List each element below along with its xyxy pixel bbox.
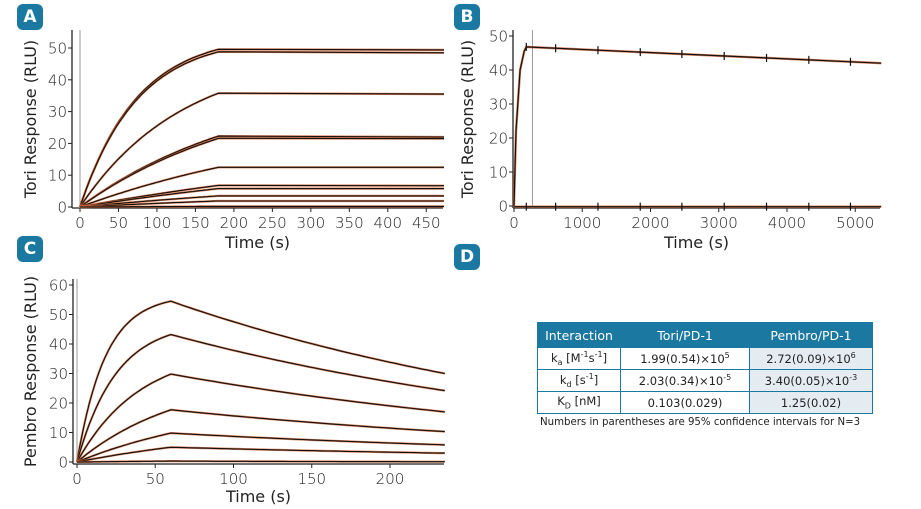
y-tick-label: 0: [57, 199, 67, 217]
x-tick-label: 100: [143, 214, 172, 232]
x-tick-label: 0: [72, 470, 82, 488]
x-tick-label: 3000: [700, 214, 738, 232]
y-tick-label: 60: [49, 277, 68, 295]
y-tick-label: 50: [49, 306, 68, 324]
x-tick-label: 5000: [836, 214, 874, 232]
pembro-value-cell: 2.72(0.09)×106: [749, 347, 873, 370]
y-tick-label: 40: [49, 336, 68, 354]
y-axis-label: Pembro Response (RLU): [21, 276, 40, 467]
header-interaction: Interaction: [537, 322, 621, 348]
y-tick-label: 20: [489, 130, 508, 148]
data-curve: [513, 46, 882, 207]
y-tick-label: 30: [49, 365, 68, 383]
data-curve: [76, 446, 445, 463]
y-axis-label: Tori Response (RLU): [21, 40, 40, 199]
param-cell: ka [M-1s-1]: [537, 347, 621, 370]
x-tick-label: 450: [412, 214, 441, 232]
panel-d-badge: D: [454, 244, 480, 270]
x-tick-label: 400: [373, 214, 402, 232]
x-tick-label: 300: [297, 214, 326, 232]
y-tick-label: 10: [489, 164, 508, 182]
x-axis-label: Time (s): [225, 487, 291, 506]
x-tick-label: 2000: [631, 214, 669, 232]
pembro-value-cell: 1.25(0.02): [749, 391, 873, 414]
panel-c-badge: C: [17, 236, 43, 262]
pembro-value-cell: 3.40(0.05)×10-3: [749, 369, 873, 392]
y-tick-label: 40: [489, 62, 508, 80]
data-curve: [79, 188, 444, 208]
tori-value-cell: 1.99(0.54)×105: [620, 347, 750, 370]
x-tick-label: 0: [509, 214, 519, 232]
y-tick-label: 40: [48, 71, 67, 89]
y-tick-label: 10: [49, 424, 68, 442]
header-pembro: Pembro/PD-1: [749, 322, 873, 348]
data-curve: [76, 409, 445, 463]
x-tick-label: 150: [181, 214, 210, 232]
data-curve: [79, 200, 444, 208]
y-tick-label: 30: [489, 96, 508, 114]
y-tick-label: 50: [48, 40, 67, 58]
data-curve: [79, 92, 445, 208]
x-tick-label: 250: [258, 214, 287, 232]
table-row: ka [M-1s-1] 1.99(0.54)×105 2.72(0.09)×106: [537, 347, 873, 370]
y-tick-label: 20: [49, 395, 68, 413]
x-tick-label: 1000: [563, 214, 601, 232]
y-tick-label: 30: [48, 103, 67, 121]
y-axis-label: Tori Response (RLU): [458, 40, 477, 199]
data-curve: [79, 166, 444, 208]
data-curve: [76, 334, 445, 463]
kinetics-table: Interaction Tori/PD-1 Pembro/PD-1 ka [M-…: [537, 322, 873, 414]
x-tick-label: 350: [335, 214, 364, 232]
table-header-row: Interaction Tori/PD-1 Pembro/PD-1: [537, 322, 873, 348]
x-tick-label: 200: [220, 214, 249, 232]
data-curve: [76, 373, 445, 463]
data-curve: [76, 300, 445, 463]
tori-value-cell: 0.103(0.029): [620, 391, 750, 414]
y-tick-label: 10: [48, 167, 67, 185]
data-curve: [79, 137, 445, 208]
header-tori: Tori/PD-1: [620, 322, 750, 348]
table-row: KD [nM] 0.103(0.029) 1.25(0.02): [537, 391, 873, 414]
x-tick-label: 0: [75, 214, 85, 232]
x-tick-label: 4000: [768, 214, 806, 232]
x-tick-label: 100: [219, 470, 248, 488]
x-axis-label: Time (s): [224, 233, 290, 252]
data-curve: [79, 51, 445, 208]
data-curve: [76, 432, 445, 463]
panel-b-badge: B: [454, 4, 480, 30]
x-tick-label: 150: [297, 470, 326, 488]
x-axis-label: Time (s): [663, 233, 729, 252]
tori-value-cell: 2.03(0.34)×10-5: [620, 369, 750, 392]
table-row: kd [s-1] 2.03(0.34)×10-5 3.40(0.05)×10-3: [537, 369, 873, 392]
table-footnote: Numbers in parentheses are 95% confidenc…: [540, 417, 861, 428]
x-tick-label: 50: [146, 470, 165, 488]
param-cell: kd [s-1]: [537, 369, 621, 392]
x-tick-label: 200: [376, 470, 405, 488]
x-tick-label: 50: [109, 214, 128, 232]
data-curve: [80, 205, 444, 208]
panel-a-badge: A: [17, 4, 43, 30]
y-tick-label: 50: [489, 28, 508, 46]
y-tick-label: 0: [498, 198, 508, 216]
y-tick-label: 0: [58, 454, 68, 472]
y-tick-label: 20: [48, 135, 67, 153]
fit-curve: [76, 408, 445, 463]
data-curve: [77, 460, 445, 463]
param-cell: KD [nM]: [537, 391, 621, 414]
